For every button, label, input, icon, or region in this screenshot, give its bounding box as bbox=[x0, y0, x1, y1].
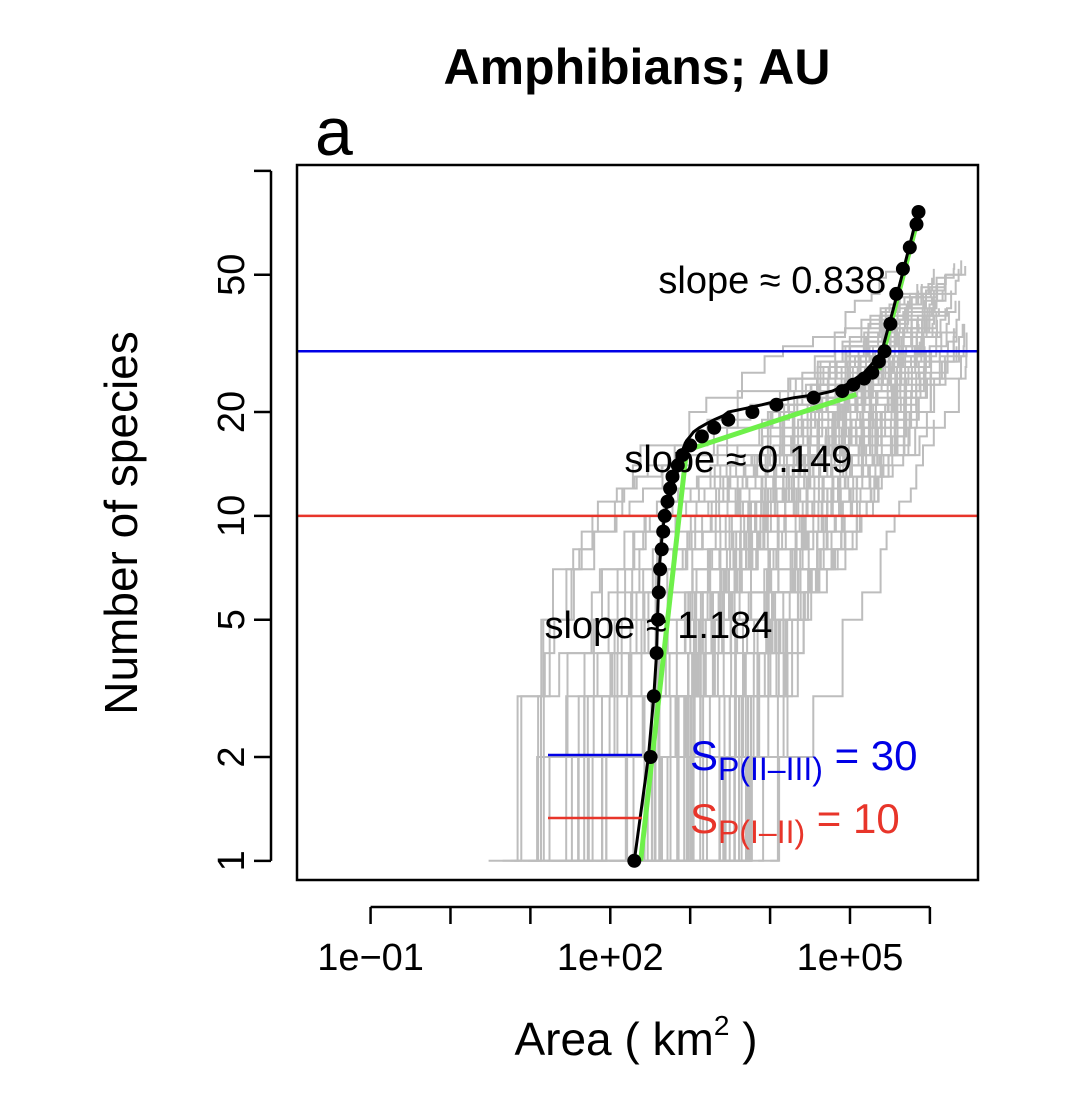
observed-point bbox=[895, 261, 910, 276]
observed-point bbox=[865, 365, 880, 380]
observed-point bbox=[835, 384, 850, 399]
observed-point bbox=[654, 542, 669, 557]
chart-title: Amphibians; AU bbox=[443, 39, 830, 95]
y-axis-label: Number of species bbox=[95, 331, 147, 715]
fitted-segment bbox=[685, 391, 858, 453]
observed-point bbox=[883, 316, 898, 331]
observed-point bbox=[846, 377, 861, 392]
observed-point bbox=[806, 390, 821, 405]
legend-label: SP(II–III) = 30 bbox=[690, 732, 918, 787]
y-axis: 1 2 5 10 20 50 bbox=[211, 169, 273, 871]
background-curve bbox=[726, 397, 902, 862]
observed-point bbox=[643, 750, 658, 764]
y-tick-label: 5 bbox=[211, 609, 253, 630]
observed-point bbox=[651, 585, 666, 600]
slope-annotations: slope ≈ 0.838 slope ≈ 0.149 slope ≈ 1.184 bbox=[544, 260, 886, 647]
background-curve bbox=[530, 274, 946, 862]
observed-point bbox=[675, 448, 690, 463]
legend: SP(II–III) = 30 SP(I–II) = 10 bbox=[548, 732, 918, 850]
x-tick-label: 1e+02 bbox=[557, 937, 664, 979]
y-tick-label: 1 bbox=[211, 850, 253, 871]
observed-point bbox=[889, 286, 904, 301]
slope-annotation: slope ≈ 0.149 bbox=[624, 439, 852, 481]
observed-point bbox=[769, 397, 784, 412]
plot-frame bbox=[295, 163, 980, 882]
background-curve bbox=[559, 266, 967, 862]
y-tick-label: 50 bbox=[211, 254, 253, 296]
x-axis-label: Area ( km2 ) bbox=[514, 1010, 757, 1065]
observed-point bbox=[665, 469, 680, 484]
observed-point bbox=[877, 344, 892, 359]
y-tick-label: 10 bbox=[211, 495, 253, 537]
observed-point bbox=[653, 562, 668, 577]
observed-point bbox=[911, 205, 926, 219]
panel-label: a bbox=[315, 94, 353, 170]
fitted-segment bbox=[638, 449, 690, 862]
observed-point bbox=[649, 646, 664, 661]
observed-point bbox=[651, 612, 665, 627]
legend-label: SP(I–II) = 10 bbox=[690, 795, 900, 850]
observed-point bbox=[721, 412, 736, 427]
background-curve bbox=[758, 412, 899, 862]
x-axis-label-superscript: 2 bbox=[714, 1010, 730, 1041]
x-axis: 1e−01 1e+02 1e+05 bbox=[317, 905, 932, 979]
observed-point bbox=[660, 494, 675, 509]
observed-points bbox=[627, 205, 926, 868]
observed-point bbox=[745, 405, 760, 419]
background-curve bbox=[595, 319, 938, 862]
observed-point bbox=[902, 240, 917, 255]
observed-point bbox=[656, 524, 671, 539]
observed-point bbox=[646, 689, 661, 704]
observed-point bbox=[694, 429, 709, 444]
slope-annotation: slope ≈ 0.838 bbox=[658, 260, 886, 302]
y-tick-label: 2 bbox=[211, 746, 253, 767]
background-curve bbox=[609, 297, 933, 862]
observed-point bbox=[871, 354, 886, 369]
observed-point bbox=[627, 853, 642, 868]
x-tick-label: 1e−01 bbox=[317, 937, 424, 979]
observed-point bbox=[663, 481, 678, 496]
background-curve bbox=[770, 419, 935, 862]
observed-point bbox=[909, 217, 924, 232]
observed-point bbox=[657, 508, 672, 523]
background-curve bbox=[622, 312, 931, 862]
observed-point bbox=[707, 420, 722, 435]
observed-point bbox=[683, 438, 698, 453]
x-axis-label-end: ) bbox=[729, 1013, 757, 1065]
threshold-lines bbox=[297, 350, 978, 518]
y-tick-label: 20 bbox=[211, 391, 253, 433]
background-curve bbox=[674, 319, 923, 862]
slope-annotation: slope ≈ 1.184 bbox=[544, 605, 772, 647]
x-tick-label: 1e+05 bbox=[797, 937, 904, 979]
